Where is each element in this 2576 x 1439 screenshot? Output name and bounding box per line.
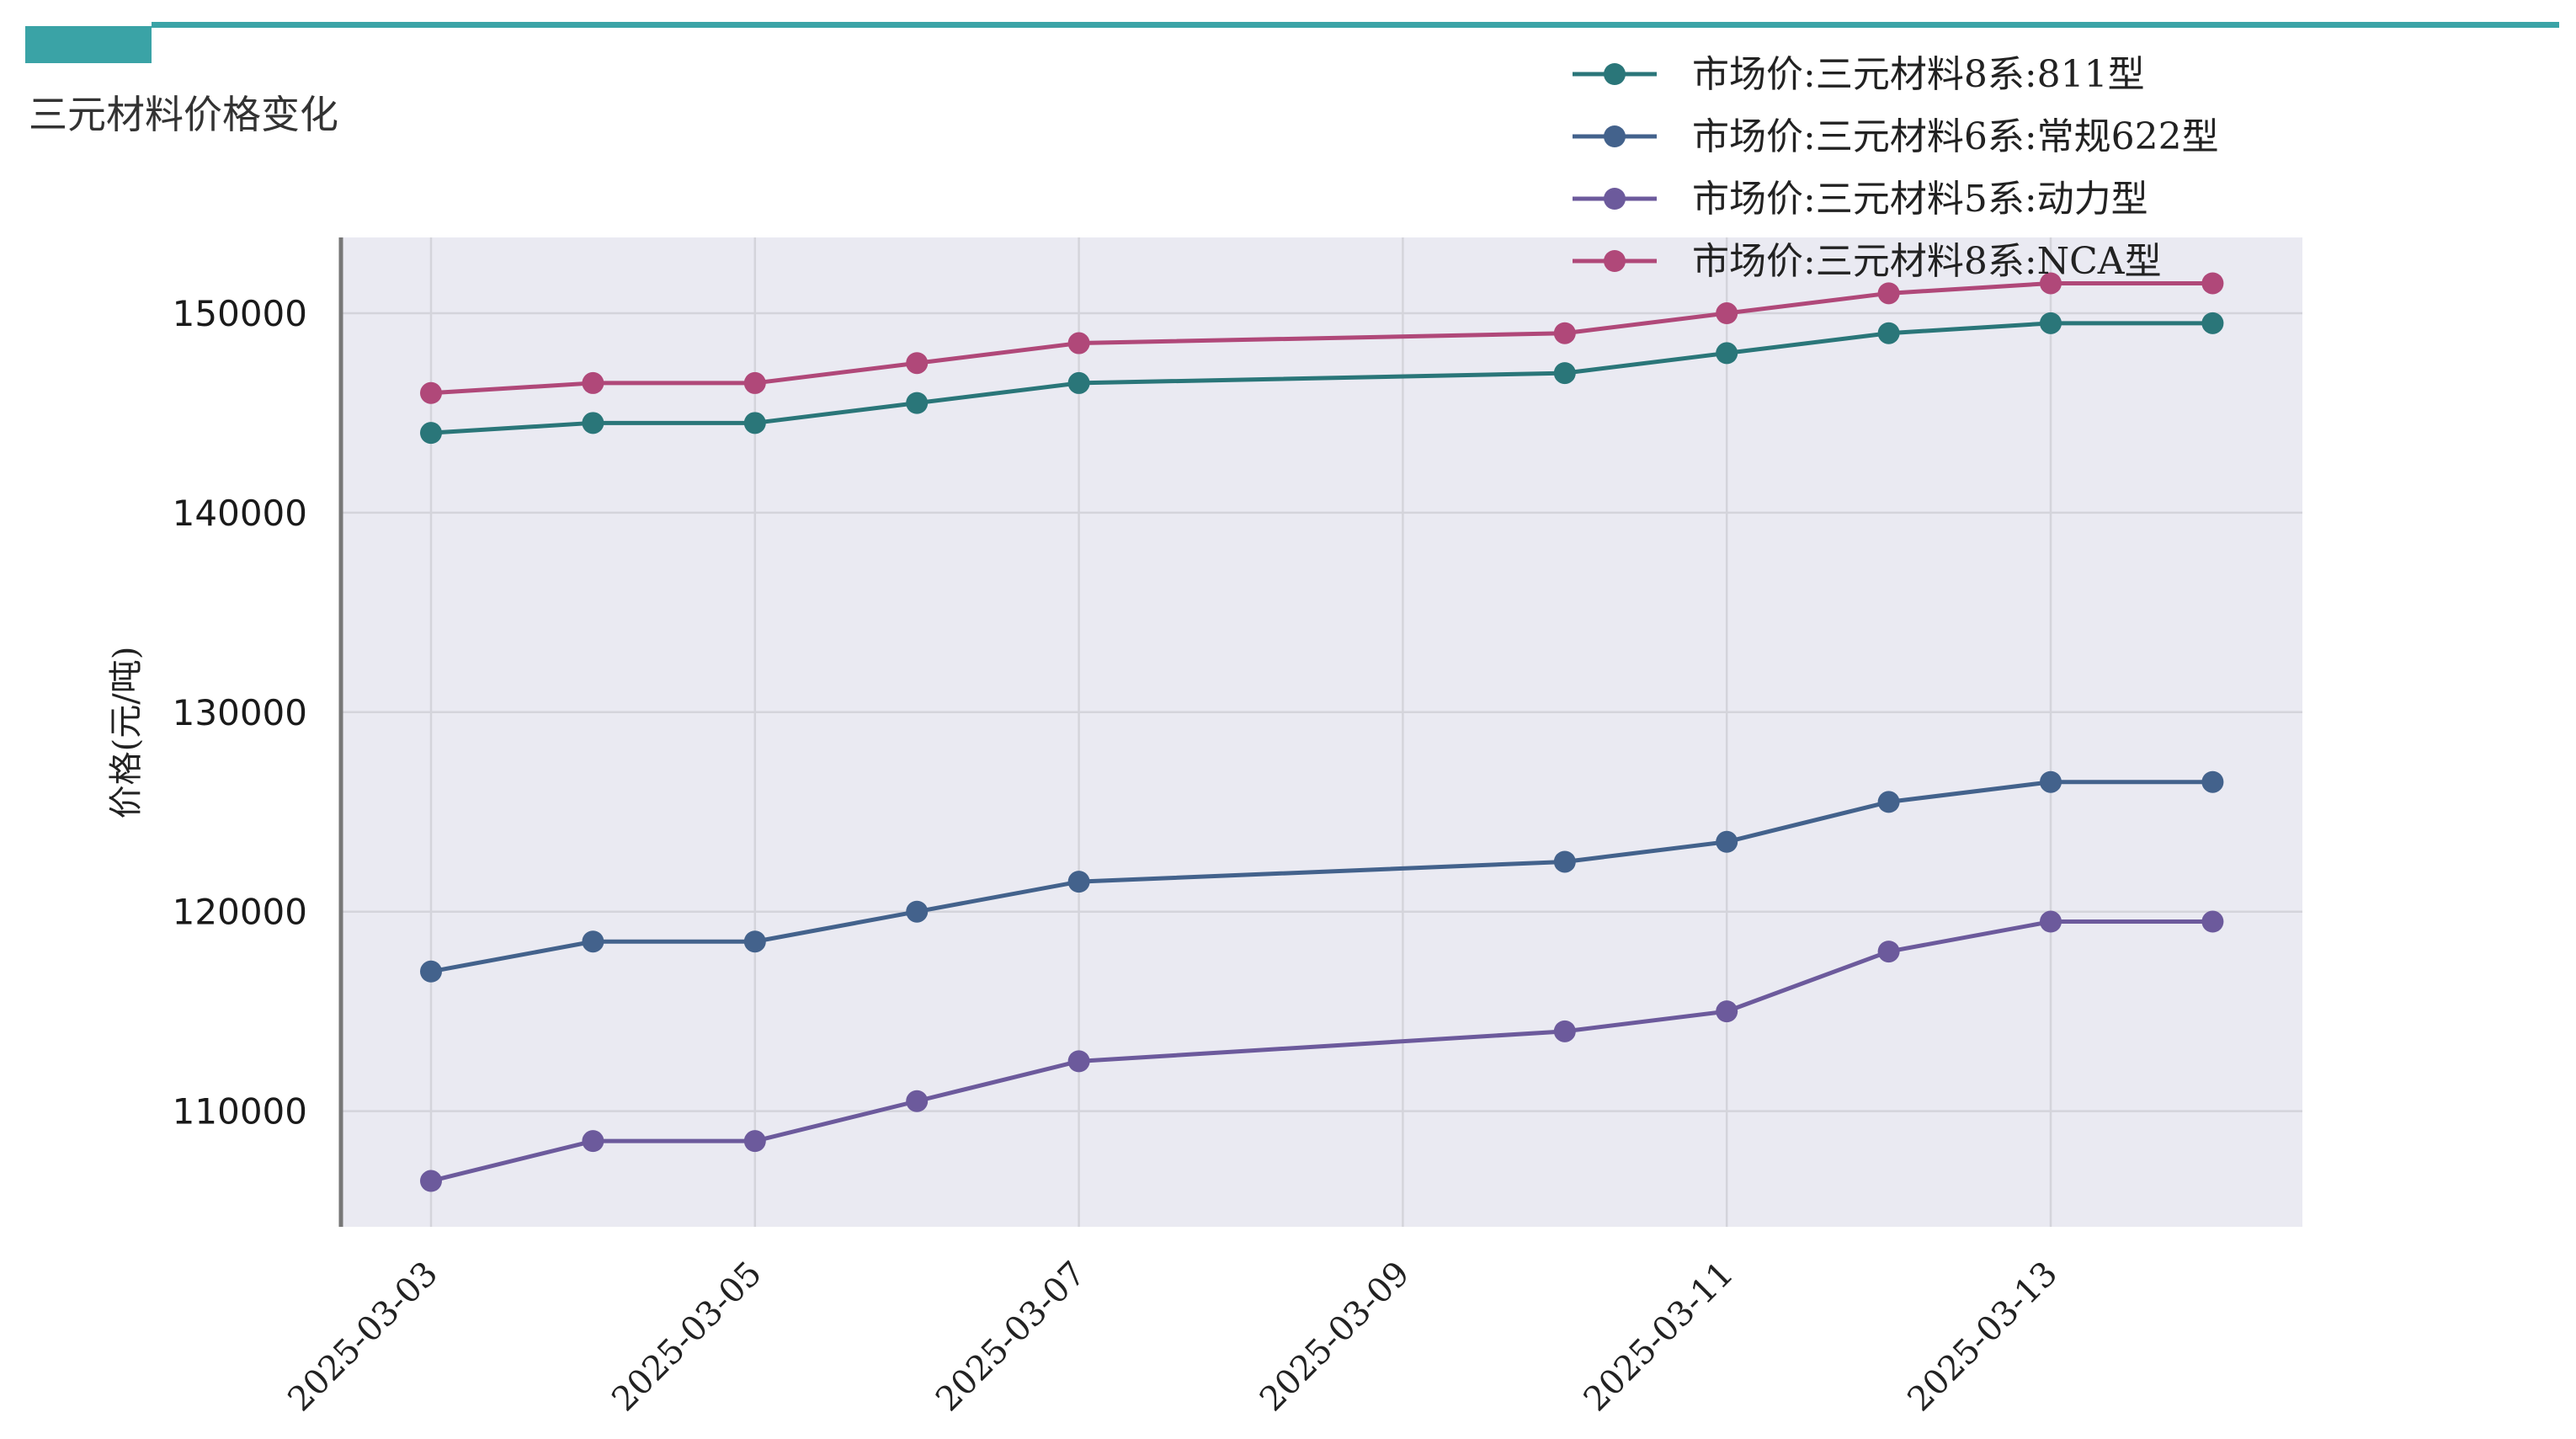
data-point xyxy=(2040,770,2062,793)
y-tick-label: 150000 xyxy=(173,293,307,334)
legend-label: 市场价:三元材料6系:常规622型 xyxy=(1692,115,2219,158)
data-point xyxy=(1877,282,1900,305)
header-accent-line xyxy=(152,22,2559,28)
data-point xyxy=(582,1130,604,1153)
legend-marker xyxy=(1604,188,1626,210)
legend-marker xyxy=(1604,125,1626,147)
data-point xyxy=(420,960,442,983)
page-title: 三元材料价格变化 xyxy=(29,92,338,137)
data-point xyxy=(1716,830,1738,853)
x-tick-label: 2025-03-07 xyxy=(929,1255,1094,1420)
data-point xyxy=(1553,1020,1576,1042)
legend-marker xyxy=(1604,250,1626,272)
data-point xyxy=(582,371,604,394)
x-tick-label: 2025-03-05 xyxy=(604,1255,769,1420)
x-tick-label: 2025-03-09 xyxy=(1253,1255,1418,1420)
x-tick-labels: 2025-03-03 2025-03-05 2025-03-07 2025-03-09… xyxy=(280,1255,2065,1420)
x-tick-label: 2025-03-11 xyxy=(1577,1255,1742,1420)
data-point xyxy=(1067,371,1090,394)
data-point xyxy=(743,412,766,434)
data-point xyxy=(1553,362,1576,385)
data-point xyxy=(2201,312,2224,334)
data-point xyxy=(1877,322,1900,344)
data-point xyxy=(906,352,929,375)
series-line xyxy=(430,280,2213,396)
data-point xyxy=(743,930,766,953)
series-line xyxy=(430,780,2213,974)
data-point xyxy=(2201,910,2224,933)
data-point xyxy=(420,1170,442,1192)
data-point xyxy=(743,1130,766,1153)
data-point xyxy=(906,900,929,923)
y-tick-labels: 110000 120000 130000 140000 150000 xyxy=(173,293,307,1133)
data-point xyxy=(582,412,604,434)
data-point xyxy=(420,381,442,404)
legend-label: 市场价:三元材料8系:811型 xyxy=(1692,53,2145,96)
data-point xyxy=(1553,850,1576,873)
data-point xyxy=(1553,322,1576,344)
data-point xyxy=(2040,272,2062,295)
y-tick-label: 120000 xyxy=(173,892,307,933)
legend: 市场价:三元材料8系:811型市场价:三元材料6系:常规622型市场价:三元材料… xyxy=(1573,53,2219,283)
data-point xyxy=(743,371,766,394)
legend-label: 市场价:三元材料8系:NCA型 xyxy=(1692,240,2162,283)
data-point xyxy=(582,930,604,953)
data-point xyxy=(1067,1050,1090,1073)
data-point xyxy=(1716,302,1738,325)
y-axis-label: 价格(元/吨) xyxy=(107,647,146,819)
data-point xyxy=(1716,342,1738,365)
data-point xyxy=(906,1090,929,1112)
data-point xyxy=(2201,272,2224,295)
x-tick-label: 2025-03-03 xyxy=(280,1255,445,1420)
data-point xyxy=(1716,1000,1738,1023)
series-line xyxy=(430,321,2213,435)
data-point xyxy=(906,392,929,414)
series-line xyxy=(430,919,2213,1183)
data-point xyxy=(420,422,442,445)
legend-label: 市场价:三元材料5系:动力型 xyxy=(1692,178,2148,221)
data-point xyxy=(1067,332,1090,354)
data-point xyxy=(1877,941,1900,963)
plot-area xyxy=(341,237,2302,1227)
x-tick-label: 2025-03-13 xyxy=(1900,1255,2065,1420)
data-point xyxy=(2040,910,2062,933)
y-tick-label: 110000 xyxy=(173,1091,307,1133)
y-tick-label: 140000 xyxy=(173,493,307,534)
legend-marker xyxy=(1604,63,1626,85)
series-layer xyxy=(420,272,2224,1192)
data-point xyxy=(2040,312,2062,334)
y-tick-label: 130000 xyxy=(173,692,307,733)
data-point xyxy=(1877,791,1900,813)
data-point xyxy=(1067,871,1090,893)
data-point xyxy=(2201,770,2224,793)
header-accent-block xyxy=(25,26,152,63)
